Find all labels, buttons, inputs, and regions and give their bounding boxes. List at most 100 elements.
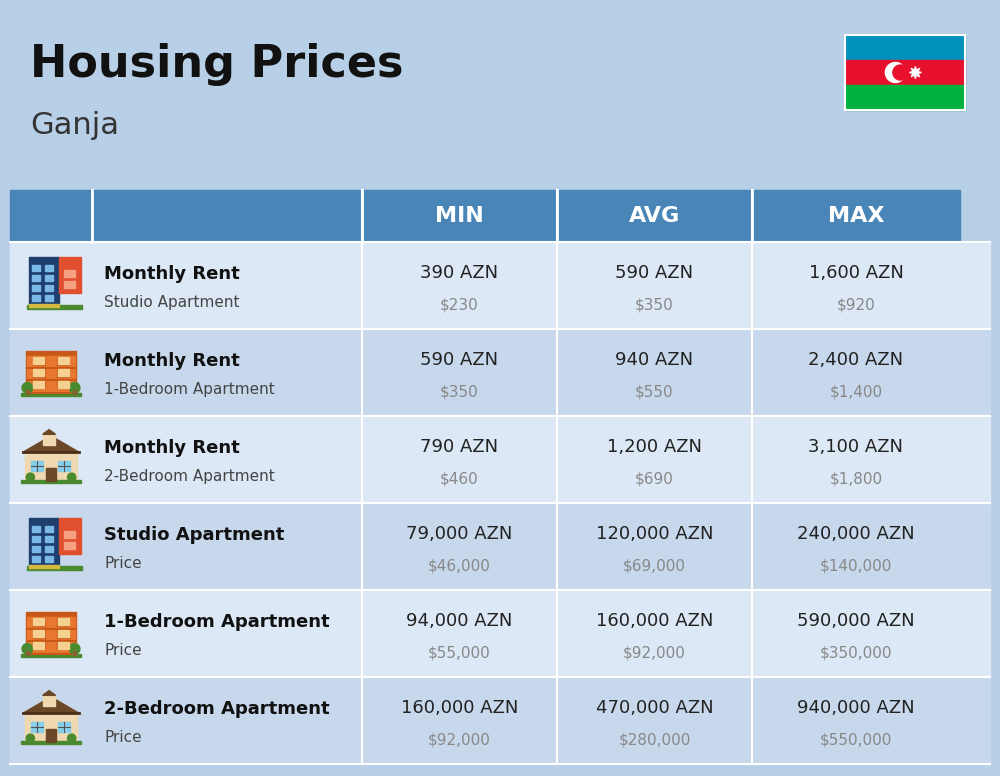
Bar <box>45 285 53 291</box>
Bar <box>59 518 81 553</box>
Bar <box>557 190 752 242</box>
Text: 2-Bedroom Apartment: 2-Bedroom Apartment <box>104 469 275 484</box>
Bar <box>46 468 56 481</box>
Text: Monthly Rent: Monthly Rent <box>104 352 240 370</box>
Bar <box>46 729 56 742</box>
Polygon shape <box>23 436 79 452</box>
Bar <box>33 356 45 365</box>
Text: 1-Bedroom Apartment: 1-Bedroom Apartment <box>104 613 330 631</box>
Text: 590,000 AZN: 590,000 AZN <box>797 612 915 630</box>
Bar <box>29 304 59 307</box>
Text: 940,000 AZN: 940,000 AZN <box>797 699 915 717</box>
Bar <box>25 713 77 742</box>
Text: 590 AZN: 590 AZN <box>615 265 694 282</box>
Bar <box>58 381 69 388</box>
Bar <box>32 526 40 532</box>
Polygon shape <box>22 383 33 393</box>
Polygon shape <box>68 473 76 481</box>
Text: Housing Prices: Housing Prices <box>30 43 404 86</box>
Text: Price: Price <box>104 556 142 571</box>
Text: $55,000: $55,000 <box>428 645 491 660</box>
Bar <box>32 295 40 301</box>
Text: $550,000: $550,000 <box>820 732 892 747</box>
Text: 1-Bedroom Apartment: 1-Bedroom Apartment <box>104 383 275 397</box>
Bar <box>10 677 990 764</box>
Bar <box>33 381 44 388</box>
Text: $690: $690 <box>635 471 674 486</box>
Bar <box>26 612 76 655</box>
Polygon shape <box>43 691 56 695</box>
Bar <box>10 242 990 329</box>
Text: 390 AZN: 390 AZN <box>420 265 499 282</box>
Text: 160,000 AZN: 160,000 AZN <box>401 699 518 717</box>
Bar <box>58 461 70 471</box>
Text: 3,100 AZN: 3,100 AZN <box>808 438 904 456</box>
Bar <box>58 642 69 649</box>
Polygon shape <box>23 697 79 713</box>
Text: $350: $350 <box>635 297 674 312</box>
Bar <box>33 642 44 649</box>
Bar <box>58 722 70 732</box>
Bar <box>45 265 53 271</box>
Polygon shape <box>69 383 80 393</box>
Text: Studio Apartment: Studio Apartment <box>104 296 240 310</box>
Polygon shape <box>26 734 34 743</box>
Bar <box>57 369 69 376</box>
Bar <box>33 630 44 637</box>
Bar <box>59 257 81 293</box>
Text: $46,000: $46,000 <box>428 558 491 573</box>
Bar <box>43 695 55 706</box>
Polygon shape <box>26 473 34 481</box>
Bar <box>58 630 69 637</box>
Text: Ganja: Ganja <box>30 110 119 140</box>
Bar <box>27 566 82 570</box>
Bar <box>21 653 81 657</box>
Polygon shape <box>893 65 908 80</box>
Text: $550: $550 <box>635 384 674 399</box>
Bar <box>57 641 69 650</box>
Bar <box>33 380 45 389</box>
Text: 1,600 AZN: 1,600 AZN <box>809 265 903 282</box>
Bar <box>73 390 76 394</box>
Bar <box>57 629 69 638</box>
Bar <box>29 518 59 566</box>
Bar <box>64 281 75 288</box>
Polygon shape <box>909 67 921 78</box>
Bar <box>33 618 45 625</box>
Bar <box>10 329 990 416</box>
Bar <box>33 629 45 638</box>
Text: MAX: MAX <box>828 206 884 226</box>
Text: 94,000 AZN: 94,000 AZN <box>406 612 513 630</box>
Bar <box>57 356 69 365</box>
Text: 2,400 AZN: 2,400 AZN <box>808 352 904 369</box>
Text: $140,000: $140,000 <box>820 558 892 573</box>
Bar <box>10 190 92 242</box>
Polygon shape <box>68 734 76 743</box>
Bar <box>21 393 81 396</box>
Bar <box>45 556 53 562</box>
Bar <box>45 546 53 552</box>
Bar <box>21 740 81 744</box>
Polygon shape <box>22 643 33 654</box>
Text: $460: $460 <box>440 471 479 486</box>
Bar <box>362 190 557 242</box>
Text: 2-Bedroom Apartment: 2-Bedroom Apartment <box>104 700 330 719</box>
Polygon shape <box>885 63 905 82</box>
Bar <box>27 356 75 393</box>
Text: $1,400: $1,400 <box>829 384 883 399</box>
Bar <box>31 461 43 471</box>
Bar <box>33 618 44 625</box>
Bar <box>43 435 55 445</box>
Bar <box>57 380 69 389</box>
Bar <box>58 357 69 364</box>
Polygon shape <box>43 430 56 435</box>
Bar <box>31 722 43 732</box>
Text: $1,800: $1,800 <box>829 471 883 486</box>
Text: 160,000 AZN: 160,000 AZN <box>596 612 713 630</box>
Bar <box>33 357 44 364</box>
Text: $92,000: $92,000 <box>623 645 686 660</box>
Text: $92,000: $92,000 <box>428 732 491 747</box>
Text: 940 AZN: 940 AZN <box>615 352 694 369</box>
Bar <box>26 650 29 656</box>
Bar <box>10 503 990 590</box>
